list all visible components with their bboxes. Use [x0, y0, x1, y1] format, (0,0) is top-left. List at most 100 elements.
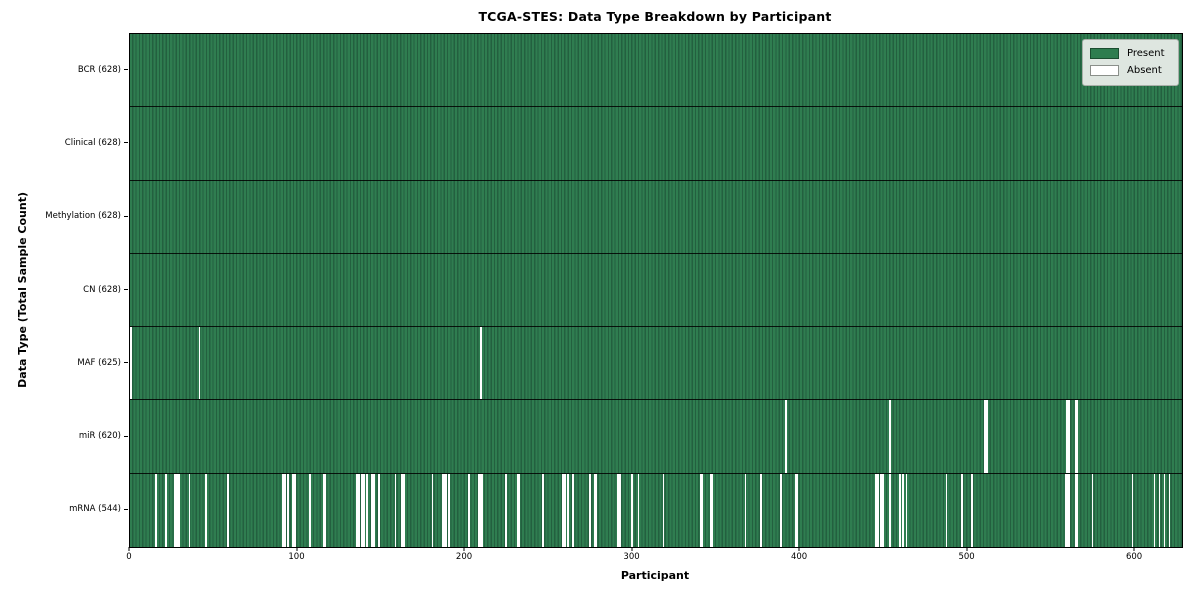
absent-gap — [1074, 400, 1077, 473]
absent-gap — [480, 473, 482, 547]
x-tick-mark — [798, 547, 800, 551]
absent-gap — [984, 400, 987, 473]
absent-gap — [441, 473, 444, 547]
absent-gap — [205, 473, 208, 547]
x-tick-mark — [463, 547, 465, 551]
absent-gap — [701, 473, 703, 547]
absent-gap — [468, 473, 471, 547]
absent-gap — [431, 473, 434, 547]
absent-gap — [1064, 473, 1067, 547]
heatmap-row-CN — [130, 253, 1182, 328]
absent-gap — [480, 327, 482, 400]
absent-gap — [902, 473, 904, 547]
absent-gap — [617, 473, 620, 547]
absent-gap — [1158, 473, 1161, 547]
absent-gap — [1076, 473, 1079, 547]
absent-gap — [324, 473, 326, 547]
y-tick-label-mRNA: mRNA (544) — [69, 504, 121, 515]
y-tick-mark — [124, 435, 128, 437]
x-tick-label-200: 200 — [455, 552, 473, 562]
x-tick-label-500: 500 — [958, 552, 975, 562]
absent-gap — [322, 473, 325, 547]
y-axis-label-text: Data Type (Total Sample Count) — [15, 191, 29, 388]
x-tick-label-300: 300 — [623, 552, 640, 562]
y-tick-mark — [124, 289, 128, 290]
absent-gap — [875, 473, 878, 547]
absent-gap — [563, 473, 566, 547]
x-tick-label-100: 100 — [288, 552, 305, 562]
x-axis: 0 100 200 300 400 500 600 — [126, 547, 1181, 569]
absent-gap — [619, 473, 621, 547]
absent-gap — [1068, 473, 1070, 547]
x-tick-mark — [631, 547, 633, 551]
absent-gap — [292, 473, 295, 547]
absent-gap — [1068, 400, 1070, 473]
absent-gap — [356, 473, 358, 547]
x-tick-label-400: 400 — [790, 552, 808, 562]
absent-gap — [165, 473, 167, 547]
y-tick-mark — [124, 508, 128, 510]
absent-gap — [309, 473, 311, 547]
absent-gap — [562, 473, 564, 547]
absent-gap — [1074, 473, 1077, 547]
present-swatch-icon — [1090, 48, 1119, 59]
absent-gap — [572, 473, 574, 547]
absent-gap — [173, 473, 176, 547]
absent-gap — [945, 473, 948, 547]
absent-gap — [699, 473, 702, 547]
absent-gap — [372, 473, 375, 547]
absent-gap — [1131, 473, 1134, 547]
absent-gap — [188, 473, 191, 547]
absent-gap — [744, 473, 747, 547]
absent-gap — [518, 473, 521, 547]
absent-gap — [448, 473, 450, 547]
absent-gap — [1168, 473, 1171, 547]
absent-gap — [227, 473, 229, 547]
y-axis-label: Data Type (Total Sample Count) — [14, 33, 30, 546]
absent-gap — [905, 473, 908, 547]
absent-gap — [662, 473, 665, 547]
absent-gap — [637, 473, 640, 547]
absent-gap — [443, 473, 445, 547]
absent-gap — [882, 473, 884, 547]
absent-gap — [1066, 473, 1069, 547]
heatmap-row-MAF — [130, 327, 1182, 401]
absent-gap — [880, 473, 883, 547]
heatmap-row-mRNA — [130, 473, 1182, 547]
heatmap-row-miR — [130, 400, 1182, 474]
x-tick-mark — [966, 547, 968, 551]
y-tick-labels: BCR (628) Clinical (628) Methylation (628)… — [0, 33, 128, 546]
absent-gap — [362, 473, 365, 547]
legend-label-absent: Absent — [1127, 64, 1162, 76]
heatmap-row-BCR — [130, 34, 1182, 108]
absent-gap — [1076, 400, 1079, 473]
x-tick-mark — [1133, 547, 1135, 551]
absent-gap — [542, 473, 544, 547]
absent-gap — [986, 400, 988, 473]
absent-gap — [361, 473, 363, 547]
absent-gap — [970, 473, 973, 547]
absent-gap — [1153, 473, 1156, 547]
absent-gap — [888, 400, 891, 473]
absent-gap — [595, 473, 598, 547]
absent-gap — [1066, 400, 1069, 473]
x-tick-label-600: 600 — [1125, 552, 1143, 562]
absent-gap — [478, 473, 481, 547]
absent-gap — [630, 473, 633, 547]
absent-gap — [287, 473, 290, 547]
y-tick-mark — [124, 142, 128, 144]
plot-area — [129, 33, 1183, 548]
absent-gap — [357, 473, 360, 547]
absent-gap — [481, 473, 484, 547]
legend-entry-absent: Absent — [1090, 62, 1170, 79]
absent-gap — [198, 327, 201, 400]
x-tick-mark — [296, 547, 298, 551]
absent-gap — [877, 473, 879, 547]
legend-entry-present: Present — [1090, 45, 1170, 62]
legend: Present Absent — [1082, 39, 1179, 86]
absent-gap — [130, 327, 132, 400]
absent-gap — [888, 473, 891, 547]
y-tick-label-Methylation: Methylation (628) — [45, 211, 121, 222]
heatmap-row-Methylation — [130, 180, 1182, 254]
